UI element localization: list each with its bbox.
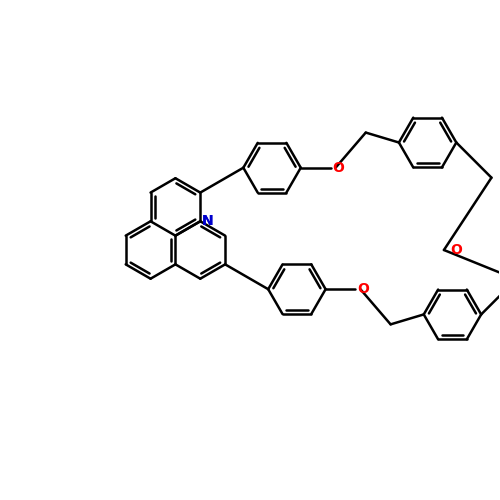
Text: N: N: [202, 214, 213, 228]
Text: O: O: [332, 160, 344, 174]
Text: O: O: [357, 282, 369, 296]
Text: N: N: [202, 214, 213, 228]
Text: O: O: [450, 243, 462, 257]
